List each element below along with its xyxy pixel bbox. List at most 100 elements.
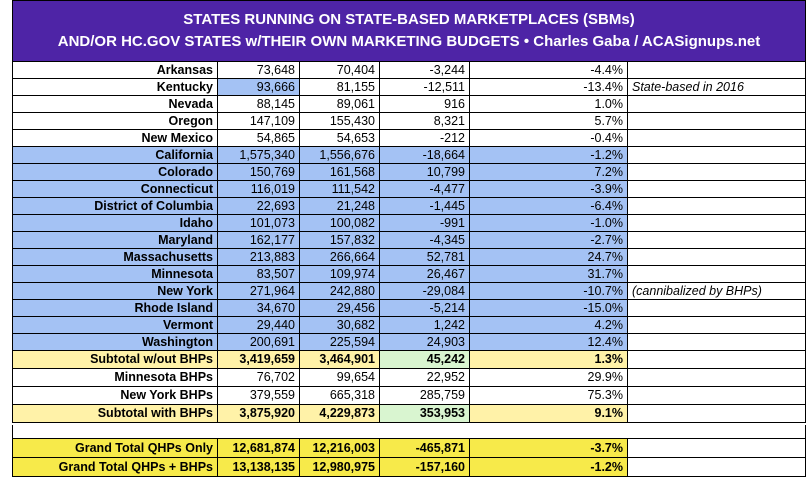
value-cell: 26,467: [380, 266, 470, 283]
row-label: New York: [12, 283, 218, 300]
value-cell: 34,670: [218, 300, 300, 317]
value-cell: 21,248: [300, 198, 380, 215]
value-cell: 111,542: [300, 181, 380, 198]
row-label: Maryland: [12, 232, 218, 249]
row-label: New Mexico: [12, 130, 218, 147]
value-cell: 1.0%: [470, 96, 628, 113]
note-cell: [628, 96, 806, 113]
value-cell: 5.7%: [470, 113, 628, 130]
value-cell: 147,109: [218, 113, 300, 130]
value-cell: 109,974: [300, 266, 380, 283]
value-cell: 150,769: [218, 164, 300, 181]
value-cell: -15.0%: [470, 300, 628, 317]
note-cell: [628, 300, 806, 317]
value-cell: 242,880: [300, 283, 380, 300]
value-cell: 8,321: [380, 113, 470, 130]
row-label: Nevada: [12, 96, 218, 113]
value-cell: 24.7%: [470, 249, 628, 266]
value-cell: 213,883: [218, 249, 300, 266]
value-cell: -212: [380, 130, 470, 147]
note-cell: [628, 369, 806, 387]
note-cell: State-based in 2016: [628, 79, 806, 96]
value-cell: -5,214: [380, 300, 470, 317]
header-line: STATES RUNNING ON STATE-BASED MARKETPLAC…: [183, 11, 635, 28]
value-cell: 10,799: [380, 164, 470, 181]
value-cell: 155,430: [300, 113, 380, 130]
note-cell: [628, 181, 806, 198]
value-cell: 1,575,340: [218, 147, 300, 164]
value-cell: 12,216,003: [300, 439, 380, 458]
value-cell: -1.0%: [470, 215, 628, 232]
value-cell: -1,445: [380, 198, 470, 215]
row-label: Arkansas: [12, 62, 218, 79]
row-label: Colorado: [12, 164, 218, 181]
value-cell: 1,556,676: [300, 147, 380, 164]
value-cell: 12.4%: [470, 334, 628, 351]
value-cell: 73,648: [218, 62, 300, 79]
note-cell: [628, 130, 806, 147]
row-label: Washington: [12, 334, 218, 351]
row-label: Minnesota BHPs: [12, 369, 218, 387]
value-cell: 353,953: [380, 405, 470, 423]
note-cell: [628, 232, 806, 249]
value-cell: 88,145: [218, 96, 300, 113]
value-cell: 4,229,873: [300, 405, 380, 423]
note-cell: [628, 458, 806, 477]
value-cell: 665,318: [300, 387, 380, 405]
row-label: District of Columbia: [12, 198, 218, 215]
value-cell: 70,404: [300, 62, 380, 79]
value-cell: 81,155: [300, 79, 380, 96]
value-cell: 3,464,901: [300, 351, 380, 369]
value-cell: 13,138,135: [218, 458, 300, 477]
value-cell: 225,594: [300, 334, 380, 351]
row-label: New York BHPs: [12, 387, 218, 405]
header-line: AND/OR HC.GOV STATES w/THEIR OWN MARKETI…: [57, 33, 761, 50]
value-cell: 7.2%: [470, 164, 628, 181]
note-cell: [628, 266, 806, 283]
value-cell: 30,682: [300, 317, 380, 334]
value-cell: 22,952: [380, 369, 470, 387]
note-cell: [628, 215, 806, 232]
value-cell: 161,568: [300, 164, 380, 181]
row-label: Oregon: [12, 113, 218, 130]
separator: [12, 425, 806, 439]
note-cell: [628, 113, 806, 130]
value-cell: 157,832: [300, 232, 380, 249]
row-label: Grand Total QHPs Only: [12, 439, 218, 458]
value-cell: -13.4%: [470, 79, 628, 96]
row-label: Rhode Island: [12, 300, 218, 317]
value-cell: 89,061: [300, 96, 380, 113]
value-cell: 162,177: [218, 232, 300, 249]
value-cell: 101,073: [218, 215, 300, 232]
row-label: Subtotal w/out BHPs: [12, 351, 218, 369]
value-cell: 379,559: [218, 387, 300, 405]
note-cell: [628, 439, 806, 458]
row-label: Kentucky: [12, 79, 218, 96]
note-cell: [628, 317, 806, 334]
value-cell: -18,664: [380, 147, 470, 164]
value-cell: -0.4%: [470, 130, 628, 147]
value-cell: 22,693: [218, 198, 300, 215]
value-cell: 3,419,659: [218, 351, 300, 369]
note-cell: [628, 351, 806, 369]
value-cell: 52,781: [380, 249, 470, 266]
value-cell: -4,345: [380, 232, 470, 249]
value-cell: -6.4%: [470, 198, 628, 215]
value-cell: -2.7%: [470, 232, 628, 249]
note-cell: [628, 387, 806, 405]
note-cell: [628, 198, 806, 215]
value-cell: 76,702: [218, 369, 300, 387]
value-cell: -12,511: [380, 79, 470, 96]
value-cell: -4.4%: [470, 62, 628, 79]
note-cell: (cannibalized by BHPs): [628, 283, 806, 300]
note-cell: [628, 147, 806, 164]
value-cell: 29,456: [300, 300, 380, 317]
value-cell: 4.2%: [470, 317, 628, 334]
value-cell: 54,653: [300, 130, 380, 147]
value-cell: 45,242: [380, 351, 470, 369]
value-cell: 29.9%: [470, 369, 628, 387]
value-cell: 916: [380, 96, 470, 113]
value-cell: 271,964: [218, 283, 300, 300]
row-label: Idaho: [12, 215, 218, 232]
